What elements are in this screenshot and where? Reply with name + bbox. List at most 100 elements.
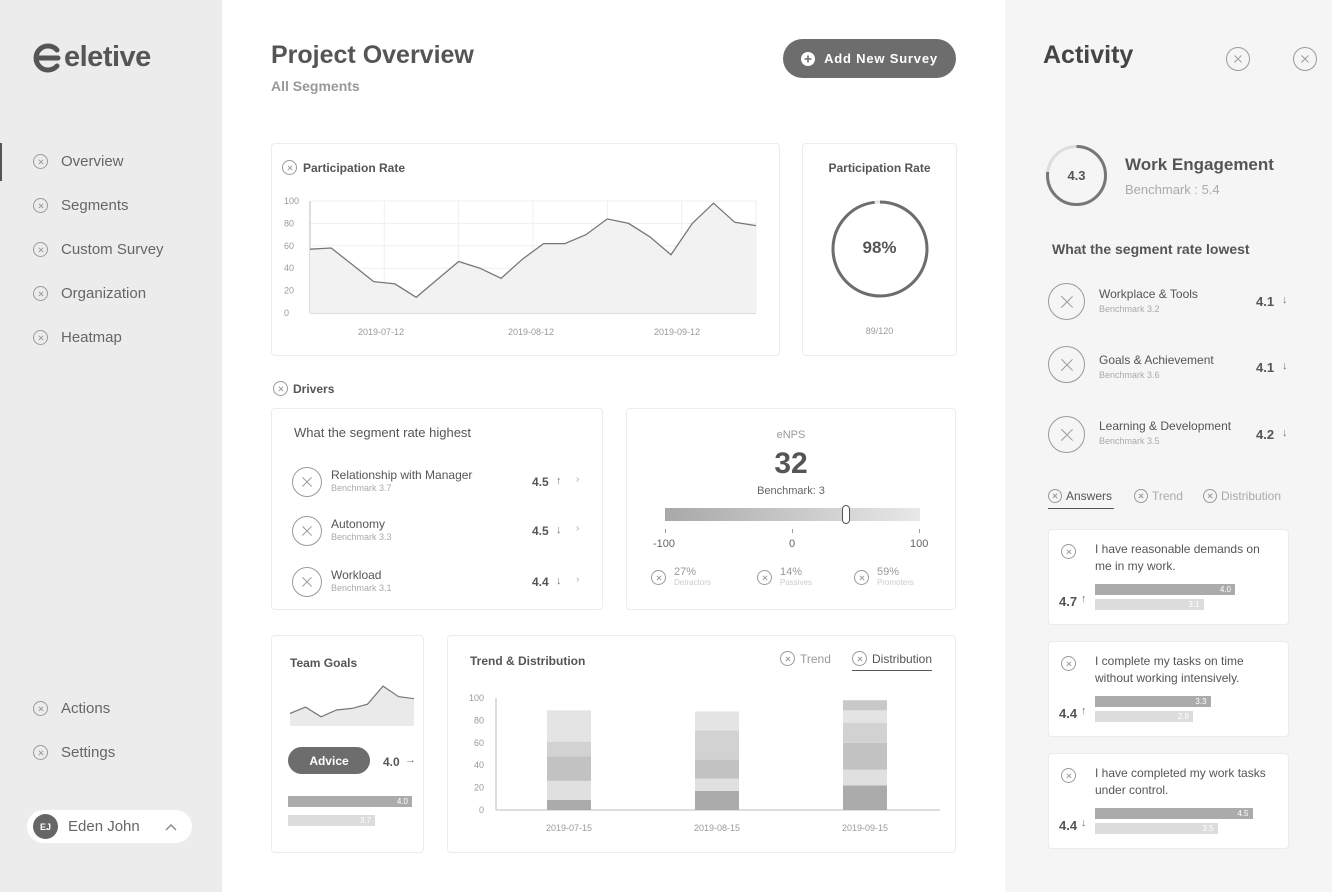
advice-button[interactable]: Advice xyxy=(288,747,370,774)
x-tick-label: 2019-08-12 xyxy=(508,327,554,337)
answer-arrow: ↑ xyxy=(1081,593,1087,605)
participation-gauge-value: 98% xyxy=(862,238,897,257)
driver-row[interactable]: Relationship with Manager Benchmark 3.7 … xyxy=(292,466,582,498)
sidebar-item-segments[interactable]: Segments xyxy=(33,197,129,214)
driver-row[interactable]: Autonomy Benchmark 3.3 4.5 ↓ › xyxy=(292,515,582,547)
enps-slider-handle[interactable] xyxy=(842,505,851,524)
close-icon[interactable] xyxy=(1226,47,1250,71)
close-icon[interactable] xyxy=(1293,47,1318,71)
tab-trend[interactable]: Trend xyxy=(780,651,831,666)
trend-icon xyxy=(780,651,795,666)
lowest-row-benchmark: Benchmark 3.5 xyxy=(1099,436,1160,446)
team-goals-score: 4.0 xyxy=(383,755,400,769)
y-tick-label: 40 xyxy=(284,263,294,273)
sidebar-item-custom-survey[interactable]: Custom Survey xyxy=(33,241,164,258)
team-goals-arrow: → xyxy=(405,754,416,766)
plus-circle-icon xyxy=(801,51,816,66)
stacked-bar-segment xyxy=(695,778,739,791)
lowest-row[interactable]: Goals & Achievement Benchmark 3.6 4.1 ↓ xyxy=(1048,346,1293,383)
trend-icon xyxy=(1134,489,1148,503)
participation-rate-header: Participation Rate xyxy=(282,160,405,175)
highest-rated-title: What the segment rate highest xyxy=(294,425,472,440)
lowest-row[interactable]: Workplace & Tools Benchmark 3.2 4.1 ↓ xyxy=(1048,283,1293,320)
x-tick-label: 2019-09-15 xyxy=(842,823,888,833)
driver-name: Relationship with Manager xyxy=(331,468,473,482)
answer-bar-primary: 4.5 xyxy=(1095,808,1253,819)
engagement-score-ring xyxy=(1046,145,1107,206)
stacked-bar-segment xyxy=(695,730,739,760)
stacked-bar-segment xyxy=(843,710,887,723)
lowest-row[interactable]: Learning & Development Benchmark 3.5 4.2… xyxy=(1048,416,1293,453)
answer-card[interactable]: I have completed my work tasks under con… xyxy=(1048,753,1289,849)
answer-text: I have completed my work tasks under con… xyxy=(1095,766,1266,797)
sidebar-item-settings[interactable]: Settings xyxy=(33,744,115,761)
sidebar-item-actions[interactable]: Actions xyxy=(33,700,110,717)
stacked-bar-segment xyxy=(843,769,887,786)
answer-bar-label: 4.5 xyxy=(1237,809,1249,818)
logo[interactable]: eletive xyxy=(32,41,151,74)
lowest-row-arrow: ↓ xyxy=(1282,294,1288,306)
answer-bar-label: 4.0 xyxy=(1219,585,1231,594)
y-tick-label: 80 xyxy=(284,218,294,228)
lowest-row-benchmark: Benchmark 3.2 xyxy=(1099,304,1160,314)
lowest-rated-title: What the segment rate lowest xyxy=(1052,241,1250,257)
answer-bar-label: 2.8 xyxy=(1177,712,1189,721)
lowest-row-name: Learning & Development xyxy=(1099,419,1232,433)
sidebar-item-label: Settings xyxy=(61,744,116,761)
sidebar-item-label: Heatmap xyxy=(61,329,122,346)
team-goals-bar-label: 4.0 xyxy=(396,797,408,806)
driver-benchmark: Benchmark 3.1 xyxy=(331,583,392,593)
driver-score: 4.5 xyxy=(532,475,549,489)
add-new-survey-button[interactable]: Add New Survey xyxy=(783,39,956,78)
driver-row[interactable]: Workload Benchmark 3.1 4.4 ↓ › xyxy=(292,566,582,598)
settings-icon xyxy=(33,745,48,760)
answer-card[interactable]: I complete my tasks on time without work… xyxy=(1048,641,1289,737)
team-goals-title: Team Goals xyxy=(290,656,358,670)
sidebar-item-heatmap[interactable]: Heatmap xyxy=(33,329,122,346)
detractors-icon xyxy=(651,570,666,585)
enps-breakdown-detractors: 27% Detractors xyxy=(651,566,711,587)
tab-trend-label: Trend xyxy=(1152,489,1183,503)
x-tick-label: 2019-07-12 xyxy=(358,327,404,337)
tab-answers[interactable]: Answers xyxy=(1048,489,1115,509)
lowest-row-name: Workplace & Tools xyxy=(1099,287,1198,301)
tab-distribution[interactable]: Distribution xyxy=(1203,489,1281,503)
driver-name: Workload xyxy=(331,568,382,582)
enps-scale-tick xyxy=(792,529,793,533)
distribution-icon xyxy=(852,651,867,666)
segments-icon xyxy=(33,198,48,213)
driver-icon xyxy=(292,567,322,597)
sidebar-item-label: Custom Survey xyxy=(61,241,164,258)
x-tick-label: 2019-08-15 xyxy=(694,823,740,833)
team-goals-bar-primary: 4.0 xyxy=(288,796,412,807)
answer-card[interactable]: I have reasonable demands on me in my wo… xyxy=(1048,529,1289,625)
stacked-bar-segment xyxy=(547,799,591,810)
user-menu[interactable]: EJ Eden John xyxy=(27,810,192,843)
stacked-bar-segment xyxy=(843,742,887,770)
sidebar-item-label: Overview xyxy=(61,153,124,170)
tab-distribution[interactable]: Distribution xyxy=(852,651,933,671)
participation-rate-title: Participation Rate xyxy=(303,160,406,175)
team-goals-sparkline xyxy=(290,685,414,726)
organization-icon xyxy=(33,286,48,301)
sidebar-item-overview[interactable]: Overview xyxy=(33,153,124,170)
add-new-survey-label: Add New Survey xyxy=(824,51,938,66)
answer-bar-benchmark: 2.8 xyxy=(1095,711,1193,722)
driver-score: 4.4 xyxy=(532,575,549,589)
participation-line-chart: 100 80 60 40 20 0 2019-07-12 2019-08-12 2019-09-… xyxy=(284,196,757,337)
answer-arrow: ↑ xyxy=(1081,705,1087,717)
y-tick-label: 40 xyxy=(474,760,484,770)
custom-survey-icon xyxy=(33,242,48,257)
eletive-logo-icon xyxy=(33,43,61,72)
driver-benchmark: Benchmark 3.7 xyxy=(331,483,392,493)
actions-icon xyxy=(33,701,48,716)
tab-trend[interactable]: Trend xyxy=(1134,489,1183,503)
y-tick-label: 100 xyxy=(284,196,299,206)
answer-icon xyxy=(1061,656,1076,671)
enps-card: eNPS 32 Benchmark: 3 -100 0 100 27% Detra… xyxy=(626,408,956,610)
stacked-bar-segment xyxy=(695,711,739,731)
answer-icon xyxy=(1061,768,1076,783)
stacked-bar-segment xyxy=(547,741,591,757)
y-tick-label: 80 xyxy=(474,715,484,725)
sidebar-item-organization[interactable]: Organization xyxy=(33,285,146,302)
